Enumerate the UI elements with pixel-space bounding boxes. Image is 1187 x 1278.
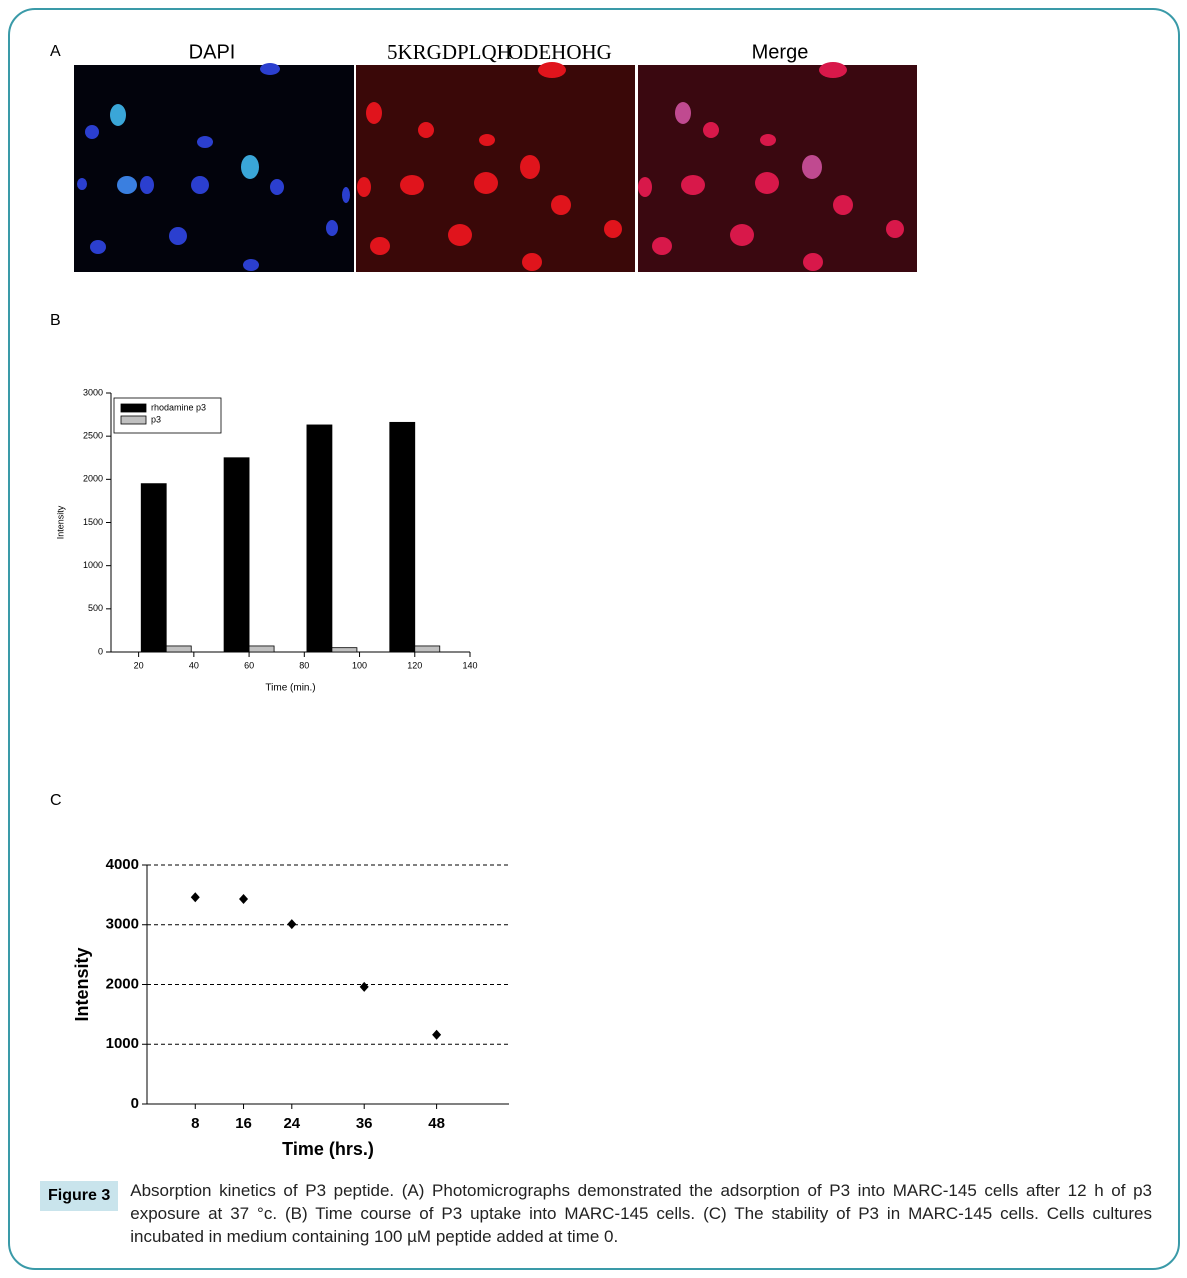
- caption-label: Figure 3: [40, 1181, 119, 1211]
- x-tick-label: 120: [407, 660, 422, 670]
- x-tick-label: 48: [428, 1115, 445, 1132]
- bar: [306, 424, 333, 653]
- y-axis-label: Intensity: [55, 505, 65, 539]
- bar: [331, 647, 358, 653]
- y-tick-label: 3000: [83, 387, 103, 397]
- y-tick-label: 0: [131, 1095, 139, 1112]
- y-tick-label: 0: [98, 646, 103, 656]
- x-axis-label: Time (hrs.): [282, 1139, 374, 1159]
- x-tick-label: 140: [462, 660, 477, 670]
- y-tick-label: 1500: [83, 517, 103, 527]
- legend-swatch: [120, 403, 147, 413]
- y-axis-label: Intensity: [72, 947, 92, 1021]
- y-tick-label: 2500: [83, 431, 103, 441]
- y-tick-label: 4000: [106, 856, 139, 873]
- y-tick-label: 2000: [83, 474, 103, 484]
- x-tick-label: 16: [235, 1115, 252, 1132]
- legend-label: p3: [151, 414, 161, 424]
- legend-label: rhodamine p3: [151, 402, 206, 412]
- x-tick-label: 40: [189, 660, 199, 670]
- point: [287, 919, 297, 930]
- point: [359, 981, 369, 992]
- micrograph: [74, 62, 917, 272]
- caption: Figure 3 Absorption kinetics of P3 pepti…: [40, 1179, 1152, 1248]
- y-tick-label: 3000: [106, 916, 139, 933]
- y-tick-label: 500: [88, 603, 103, 613]
- bar: [165, 645, 192, 653]
- x-tick-label: 60: [244, 660, 254, 670]
- point: [239, 894, 249, 905]
- legend-swatch: [120, 415, 147, 425]
- x-axis-label: Time (min.): [265, 683, 315, 694]
- bar: [248, 645, 275, 653]
- caption-text: Absorption kinetics of P3 peptide. (A) P…: [130, 1181, 1152, 1246]
- y-tick-label: 1000: [83, 560, 103, 570]
- bar: [223, 457, 250, 653]
- micrograph-title: Merge: [752, 41, 809, 63]
- bar: [140, 483, 167, 653]
- x-tick-label: 20: [134, 660, 144, 670]
- point: [190, 892, 200, 903]
- x-tick-label: 8: [191, 1115, 199, 1132]
- frame: [8, 8, 1180, 1270]
- micrograph-title: ODEHOHG: [508, 40, 612, 64]
- y-tick-label: 2000: [106, 975, 139, 992]
- bar: [389, 421, 416, 653]
- x-tick-label: 36: [356, 1115, 373, 1132]
- panel-label: A: [50, 43, 61, 60]
- point: [432, 1029, 442, 1040]
- x-tick-label: 80: [299, 660, 309, 670]
- y-tick-label: 1000: [106, 1035, 139, 1052]
- x-tick-label: 24: [283, 1115, 300, 1132]
- panel-label: B: [50, 312, 61, 329]
- bar: [414, 645, 441, 653]
- micrograph-title: DAPI: [189, 41, 236, 63]
- micrograph-title: 5KRGDPLQH: [387, 40, 512, 64]
- x-tick-label: 100: [352, 660, 367, 670]
- panel-label: C: [50, 792, 62, 809]
